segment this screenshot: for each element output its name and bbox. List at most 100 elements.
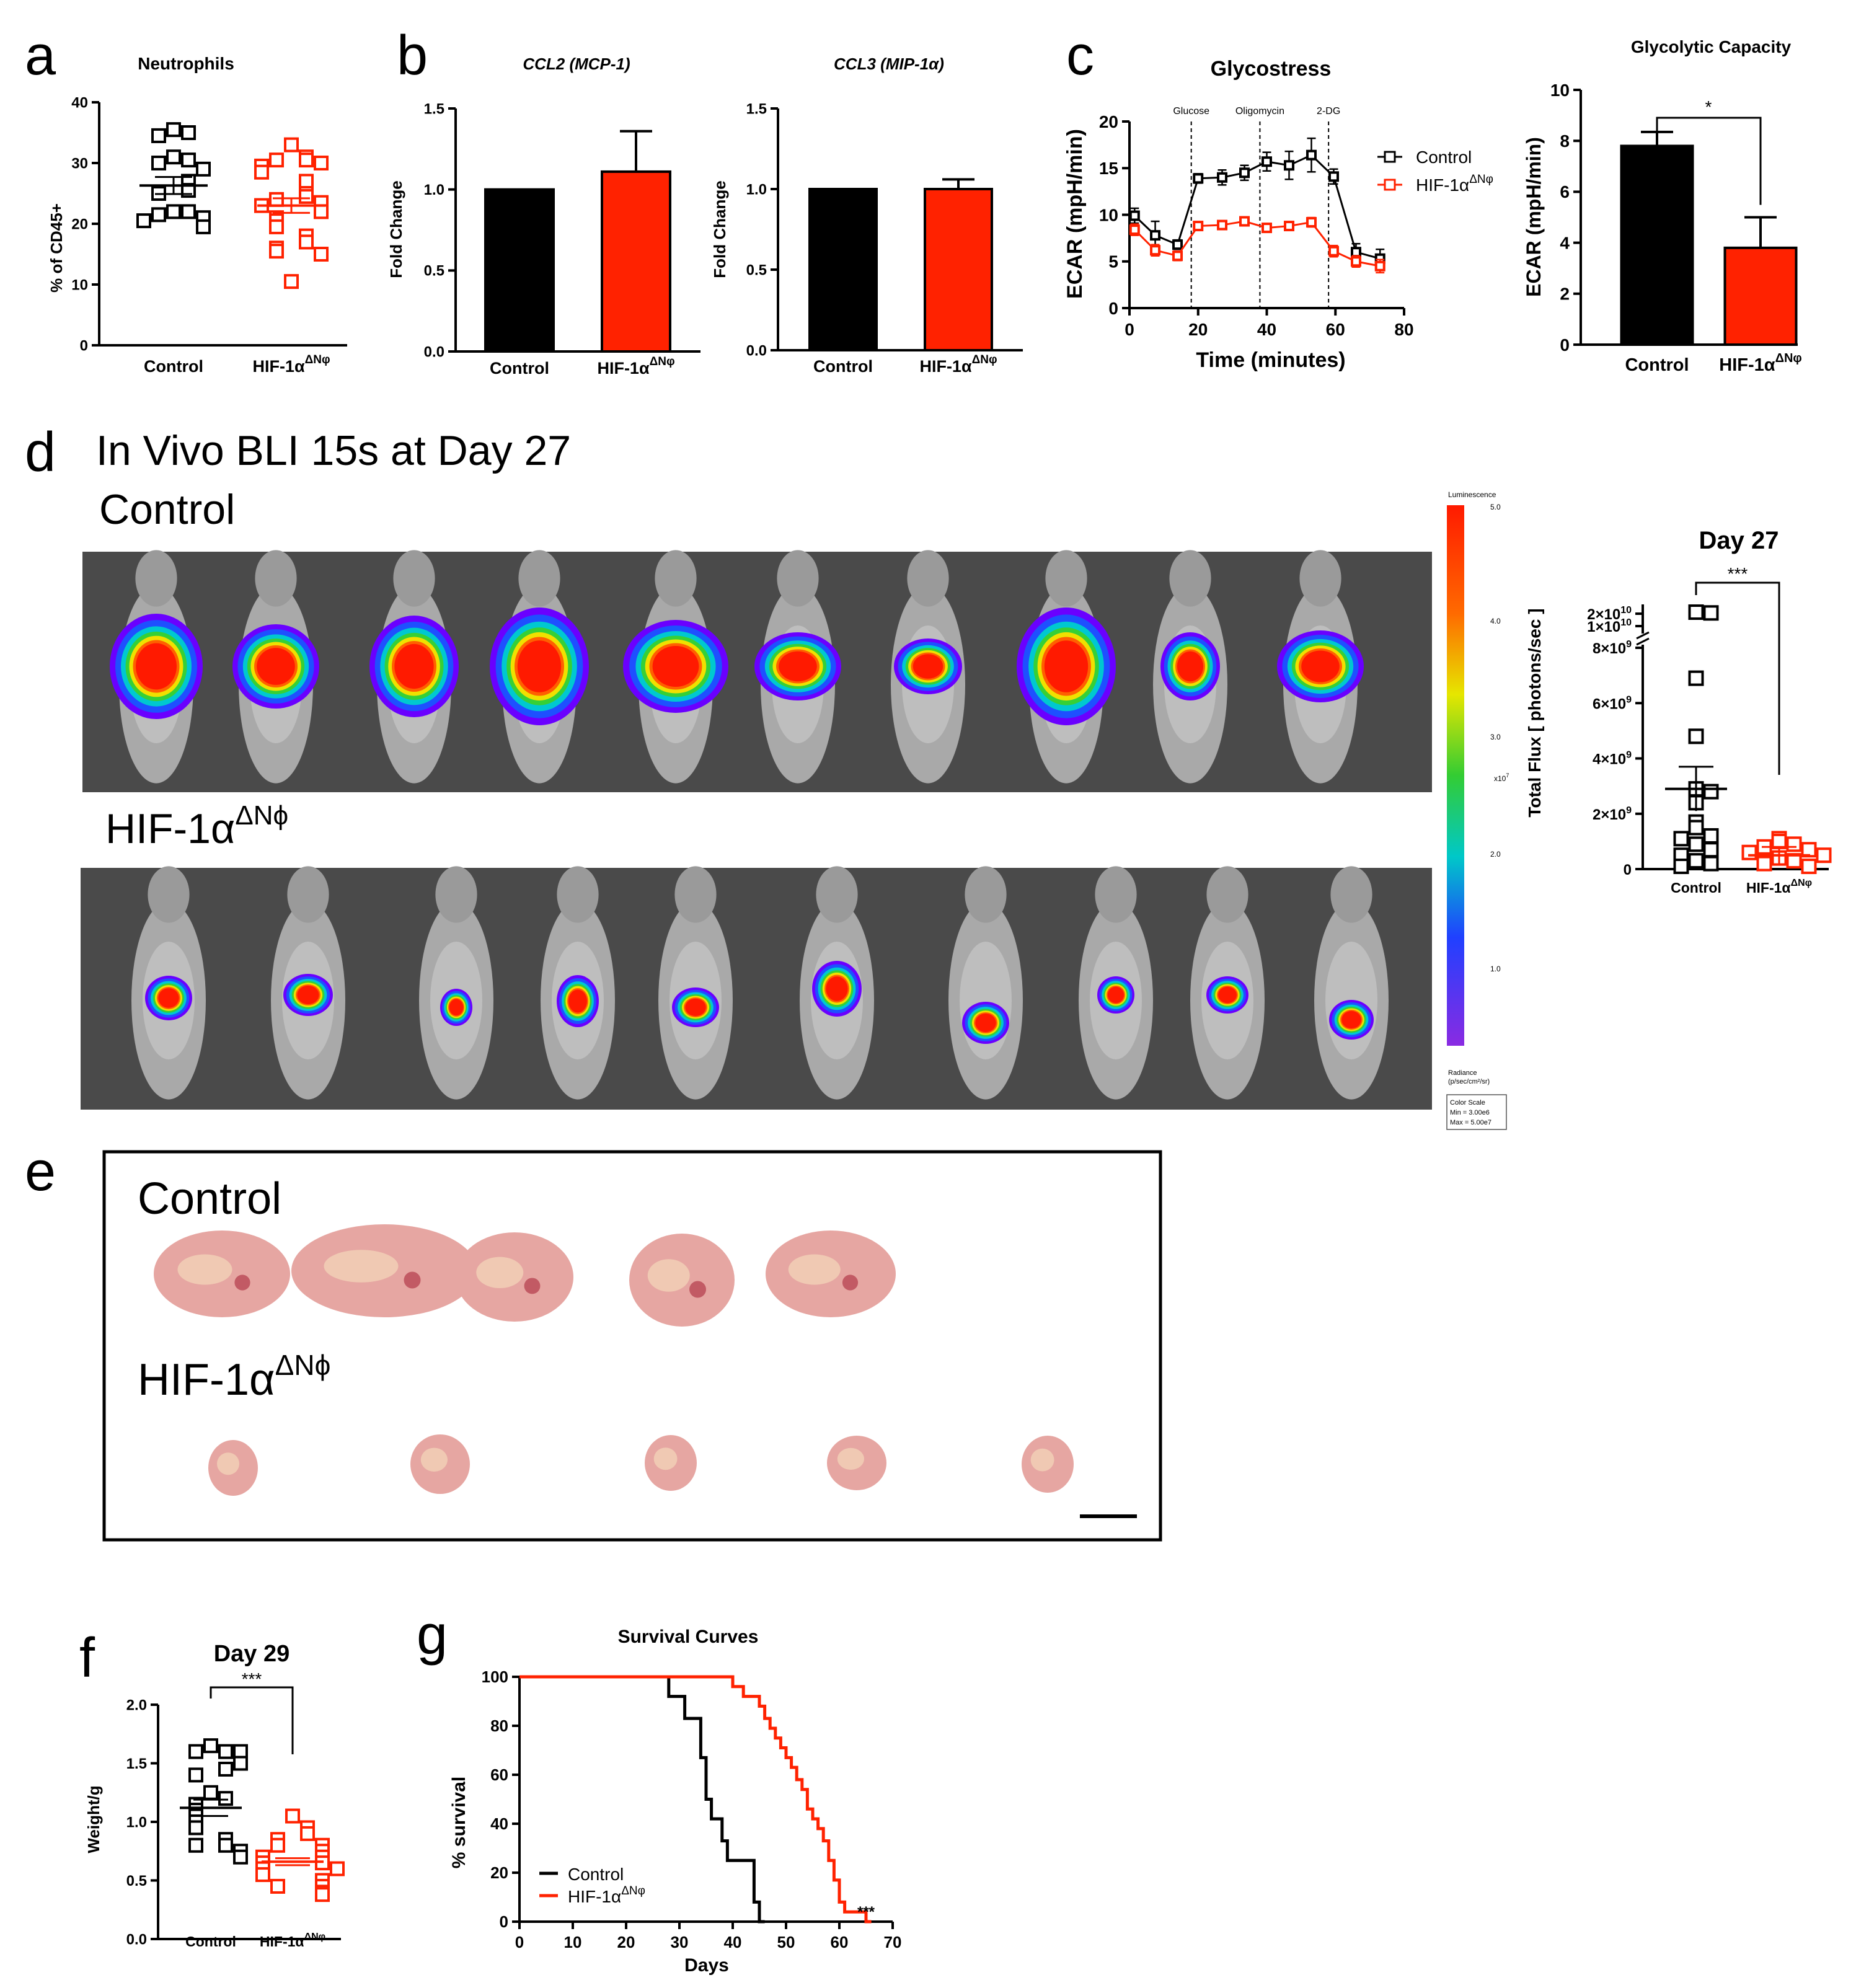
panel-a-point [151, 128, 166, 143]
panel-c1-x-tick-label: 40 [1257, 320, 1276, 339]
panel-a-letter: a [25, 25, 56, 87]
panel-g-x-tick-label: 20 [617, 1933, 635, 1951]
panel-g-significance: *** [857, 1904, 875, 1920]
bli-hif-mouse-head [1330, 866, 1372, 923]
panel-f-y-tick-label: 0.0 [126, 1931, 147, 1948]
panel-b2-title: CCL3 (MIP-1α) [834, 55, 944, 73]
bli-control-mouse-head [135, 550, 177, 607]
panel-d-point [1703, 784, 1719, 800]
bli-hif-signal-layer [568, 989, 587, 1013]
panel-d-y-tick-power: 10 [1620, 605, 1632, 616]
panel-c2-xlabel-control: Control [1625, 355, 1689, 375]
colorbar-exponent: x107 [1494, 772, 1509, 783]
bli-control-signal-layer [779, 651, 817, 682]
panel-g-ylabel: % survival [449, 1777, 469, 1868]
panel-d-y-tick-label: 1×1010 [1587, 617, 1632, 635]
panel-f-xlabel-control: Control [185, 1933, 236, 1950]
panel-d-significance-bracket [1695, 581, 1780, 775]
tumor-control-vessel [689, 1281, 706, 1298]
panel-d-y-tick-base: 8×10 [1593, 640, 1626, 657]
bli-control-signal-layer [652, 646, 699, 687]
panel-a: a Neutrophils % of CD45+ 0 10 20 30 40 Contr… [25, 25, 347, 376]
bli-hif-mouse-head [557, 866, 599, 923]
panel-d-y-tick-power: 9 [1626, 805, 1632, 816]
panel-a-title: Neutrophils [138, 54, 234, 73]
panel-a-point [166, 204, 181, 219]
panel-g: g Survival Curves % survival Days 0 20 40 6… [417, 1604, 901, 1976]
colorbar-exponent-power: 7 [1506, 772, 1509, 779]
panel-c2-y-tick-label: 4 [1560, 233, 1570, 252]
panel-f-point [233, 1756, 248, 1771]
panel-a-point [181, 125, 196, 140]
colorbar-tick-1: 1.0 [1490, 965, 1501, 973]
panel-d-point [1741, 844, 1757, 860]
panel-c1-y-tick-label: 0 [1108, 299, 1118, 318]
panel-d-y-tick-label: 2×1010 [1587, 605, 1632, 623]
panel-c1-point [1129, 224, 1140, 236]
panel-a-point [166, 122, 181, 138]
bli-control-signal-layer [394, 643, 434, 689]
panel-c1-point [1306, 217, 1317, 228]
panel-c1-point [1129, 210, 1140, 221]
legend-control-label: Control [1416, 148, 1472, 167]
panel-a-xlabel-hif-main: HIF-1α [252, 357, 305, 376]
colorbar-tick-5: 5.0 [1490, 503, 1501, 511]
panel-g-plot: 0 20 40 60 80 100 0 10 20 30 40 50 60 70 *** [482, 1668, 902, 1951]
panel-c1-point [1217, 219, 1228, 231]
panel-f-y-tick-label: 0.5 [126, 1873, 147, 1889]
panel-d-axis-break [1636, 631, 1650, 646]
panel-d-point [1703, 855, 1719, 872]
colorbar-scale-max: Max = 5.00e7 [1450, 1119, 1491, 1126]
panel-f-title: Day 29 [214, 1641, 290, 1667]
tumor-control-vessel [524, 1278, 541, 1294]
panel-f-letter: f [79, 1627, 95, 1689]
panel-c1-xlabel: Time (minutes) [1196, 348, 1345, 372]
tumor-control-highlight [647, 1259, 690, 1292]
panel-a-point [181, 204, 196, 219]
panel-c1-line-control [1134, 154, 1381, 260]
panel-d-point [1703, 605, 1719, 621]
panel-d-heading: In Vivo BLI 15s at Day 27 [96, 427, 571, 474]
panel-c1-point [1150, 230, 1161, 241]
panel-d-point [1703, 842, 1719, 858]
bli-hif-mouse-head [965, 866, 1007, 923]
panel-d-y-tick-label: 4×109 [1593, 750, 1632, 768]
panel-c1-point [1283, 160, 1294, 171]
panel-b1-ylabel: Fold Change [387, 180, 405, 278]
panel-g-y-tick-label: 20 [490, 1863, 508, 1882]
bli-control-signal-layer [1177, 651, 1204, 682]
panel-g-x-tick-label: 40 [724, 1933, 742, 1951]
panel-c1-line-hif [1134, 220, 1381, 267]
panel-a-point [181, 152, 196, 168]
legend-g-control-label: Control [568, 1865, 624, 1884]
panel-f-point [315, 1887, 330, 1902]
bli-hif-signal-layer [1218, 986, 1237, 1004]
panel-g-y-tick-label: 0 [500, 1912, 508, 1931]
panel-c1-point [1283, 221, 1294, 232]
panel-f-point [285, 1808, 300, 1824]
panel-c1-point [1150, 245, 1161, 256]
panel-c1-injection-label: Glucose [1173, 106, 1209, 117]
panel-b2-xlabel-hif-sup: ΔNφ [972, 353, 997, 366]
panel-c2-significance-bracket [1656, 117, 1762, 205]
panel-a-point [136, 213, 151, 229]
panel-d-point [1673, 859, 1689, 875]
bli-hif-signal-layer [158, 988, 179, 1008]
tumor-control-vessel [404, 1271, 421, 1289]
panel-b2-title-main: CCL3 (MIP-1 [834, 55, 929, 73]
panel-b1-xlabel-hif-main: HIF-1α [597, 359, 650, 378]
panel-d-point [1786, 836, 1802, 852]
panel-d-y-tick-power: 9 [1626, 694, 1632, 705]
panel-e-hif-label-main: HIF-1α [138, 1355, 275, 1405]
panel-f-xlabel-hif: HIF-1αΔNφ [260, 1932, 325, 1950]
panel-b2-xlabel-hif: HIF-1αΔNφ [919, 353, 997, 376]
panel-c1-y-tick-label: 10 [1099, 205, 1118, 224]
panel-c1-x-tick-label: 60 [1326, 320, 1345, 339]
panel-b2-title-end: ) [937, 55, 944, 73]
panel-c1-injection-label: 2-DG [1317, 106, 1340, 117]
panel-d-y-tick-label: 2×109 [1593, 805, 1632, 823]
panel-d-y-tick-base: 1×10 [1587, 619, 1620, 635]
panel-f-plot: 0.0 0.5 1.0 1.5 2.0 *** [126, 1669, 345, 1948]
panel-b1-y-tick-label: 1.0 [424, 182, 444, 198]
